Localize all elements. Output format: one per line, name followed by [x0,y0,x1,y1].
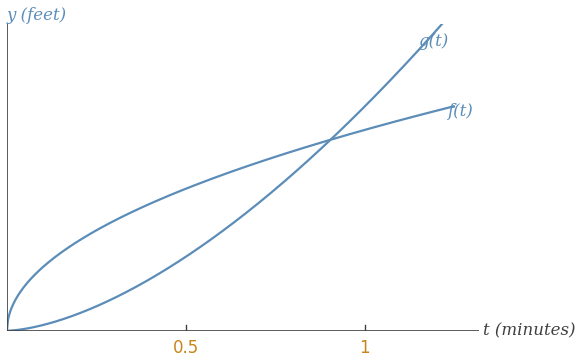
Text: y (feet): y (feet) [7,7,67,24]
Text: g(t): g(t) [418,33,449,50]
Text: f(t): f(t) [447,103,473,120]
Text: t (minutes): t (minutes) [482,322,575,339]
